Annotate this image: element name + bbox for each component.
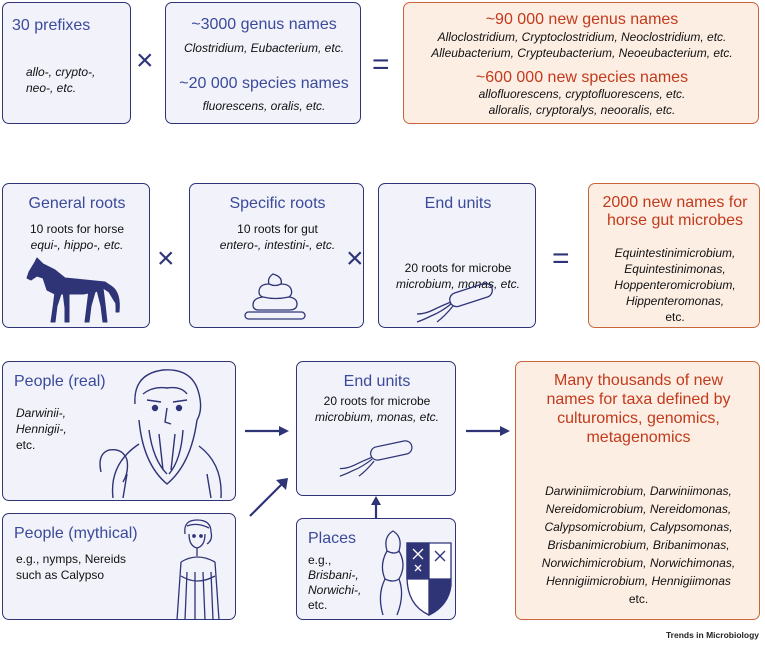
specific-roots-line1: 10 roots for gut [237,222,318,236]
multiply-operator: × [136,44,154,77]
people-mythical-title: People (mythical) [14,525,138,542]
end-units-line2-2: microbium, monas, etc. [314,410,440,424]
end-units-line1-2: 20 roots for microbe [323,394,431,408]
row2-result-name: Hippenteromonas, [625,294,725,308]
horse-icon [26,257,120,323]
row3-result-name: Hennigiimicrobium, Hennigiimonas [546,574,731,588]
places-line: e.g., [308,553,332,567]
people-mythical-box: People (mythical) e.g., nymps, Nereids s… [2,513,236,621]
people-mythical-line2: such as Calypso [16,568,105,582]
people-real-title: People (real) [14,373,106,390]
new-genus-line2: Alleubacterium, Crypteubacterium, Neoeub… [431,46,733,60]
species-examples: fluorescens, oralis, etc. [202,99,326,113]
species-title: ~20 000 species names [179,75,349,92]
row3-result-title: names for taxa defined by [546,391,731,408]
people-real-box: People (real) Darwinii-, Hennigii-, etc. [2,361,236,501]
places-line: Brisbani-, [308,568,359,582]
row1-result-box: ~90 000 new genus names Alloclostridium,… [403,2,759,124]
prefixes-box: 30 prefixes allo-, crypto-, neo-, etc. [2,2,131,124]
row2-result-box: 2000 new names for horse gut microbes Eq… [588,183,760,328]
people-real-etc: etc. [16,438,36,452]
end-units-title-2: End units [343,373,411,390]
new-genus-line1: Alloclostridium, Cryptoclostridium, Neoc… [437,30,727,44]
new-genus-title: ~90 000 new genus names [485,11,679,28]
arrow-icon [371,496,381,518]
new-species-line2: alloralis, cryptoralys, neooralis, etc. [488,103,676,117]
bearded-man-icon [99,369,222,499]
stool-icon [244,273,306,320]
places-etc: etc. [308,598,328,612]
row2-result-title-1: 2000 new names for [602,194,748,211]
specific-roots-line2: entero-, intestini-, etc. [219,238,336,252]
row3-result-etc: etc. [628,592,649,606]
general-roots-line1: 10 roots for horse [29,222,125,236]
end-units-line2: microbium, monas, etc. [395,277,521,291]
prefixes-title: 30 prefixes [12,17,91,34]
equals-operator-2: = [552,242,570,275]
row3-result-name: Norwichimicrobium, Norwichimonas, [541,556,736,570]
end-units-title: End units [424,195,492,212]
row3-result-box: Many thousands of new names for taxa def… [515,361,760,620]
row2-result-title-2: horse gut microbes [606,212,744,229]
equals-operator: = [372,48,390,81]
places-box: Places e.g., Brisbani-, Norwichi-, etc. [296,518,456,620]
places-title: Places [308,530,357,547]
general-roots-line2: equi-, hippo-, etc. [30,238,124,252]
coat-of-arms-icon [379,530,452,617]
arrow-icon [245,426,289,436]
row2-result-name: Equintestinimicrobium, [614,246,736,260]
greek-woman-icon [176,519,220,621]
row3-result-name: Brisbanimicrobium, Bribanimonas, [547,538,730,552]
general-roots-title: General roots [28,195,126,212]
general-roots-box: General roots 10 roots for horse equi-, … [2,183,150,328]
footer-credit: Trends in Microbiology [665,630,759,640]
multiply-operator-3: × [346,242,364,275]
row2-result-name: Hoppenteromicrobium, [614,278,736,292]
row3-result-title: Many thousands of new [554,372,723,389]
people-mythical-line1: e.g., nymps, Nereids [16,552,127,566]
bacterium-icon [416,282,493,323]
row3-result-name: Nereidomicrobium, Nereidomonas, [545,502,732,516]
people-real-line: Hennigii-, [16,422,67,436]
bacterium-icon [339,440,413,477]
row3-result-title: culturomics, genomics, [557,410,720,427]
genus-title: ~3000 genus names [191,16,337,33]
people-real-line: Darwinii-, [16,406,67,420]
specific-roots-title: Specific roots [229,195,326,212]
row3-result-name: Calypsomicrobium, Calypsomonas, [544,520,733,534]
new-species-line1: allofluorescens, cryptofluorescens, etc. [478,87,686,101]
end-units-box-2: End units 20 roots for microbe microbium… [296,361,456,496]
arrow-icon [466,426,510,436]
end-units-line1: 20 roots for microbe [404,261,512,275]
row2-result-name: Equintestinimonas, [624,262,726,276]
multiply-operator-2: × [157,242,175,275]
genus-examples: Clostridium, Eubacterium, etc. [183,41,345,55]
prefixes-example-line2: neo-, etc. [26,81,77,95]
new-species-title: ~600 000 new species names [475,69,689,86]
places-line: Norwichi-, [308,583,362,597]
specific-roots-box: Specific roots 10 roots for gut entero-,… [189,183,364,328]
end-units-box: End units 20 roots for microbe microbium… [378,183,536,328]
row3-result-title: metagenomics [586,429,691,446]
genus-species-box: ~3000 genus names Clostridium, Eubacteri… [165,2,361,124]
prefixes-example-line1: allo-, crypto-, [26,65,96,79]
arrow-icon [249,478,288,517]
row2-result-etc: etc. [665,310,685,324]
row3-result-name: Darwiniimicrobium, Darwiniimonas, [545,484,732,498]
